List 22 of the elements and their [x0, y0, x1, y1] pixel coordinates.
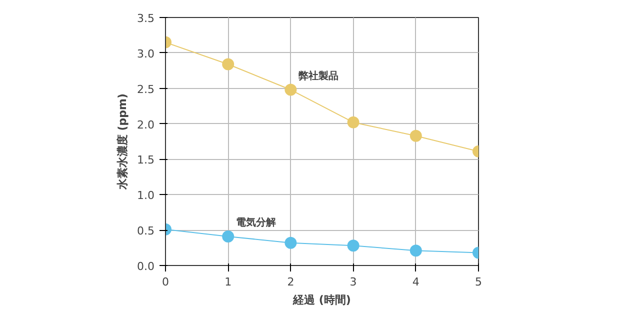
y-tick-label: 2.0 [137, 118, 155, 132]
x-tick-label: 4 [412, 276, 420, 288]
y-tick-label: 3.0 [137, 47, 155, 60]
point [347, 116, 360, 128]
y-tick-label: 1.0 [137, 189, 155, 202]
y-axis-title: 水素水濃度 (ppm) [116, 93, 130, 191]
x-tick-label: 0 [162, 276, 169, 288]
x-tick-label: 1 [224, 276, 232, 288]
point [347, 240, 360, 252]
x-tick-label: 3 [350, 276, 357, 288]
y-tick-label: 3.5 [137, 12, 155, 25]
x-tick-label: 5 [475, 276, 482, 288]
series-label: 弊社製品 [298, 70, 339, 82]
x-axis-title: 経過 (時間) [292, 294, 351, 306]
x-tick-label: 2 [287, 276, 294, 288]
point [284, 236, 297, 249]
series-label: 電気分解 [236, 216, 276, 228]
y-tick-label: 2.5 [137, 82, 155, 96]
point [284, 84, 297, 96]
y-tick-label: 0.5 [137, 224, 155, 238]
y-tick-label: 0.0 [137, 260, 155, 273]
y-tick-label: 1.5 [137, 154, 155, 167]
